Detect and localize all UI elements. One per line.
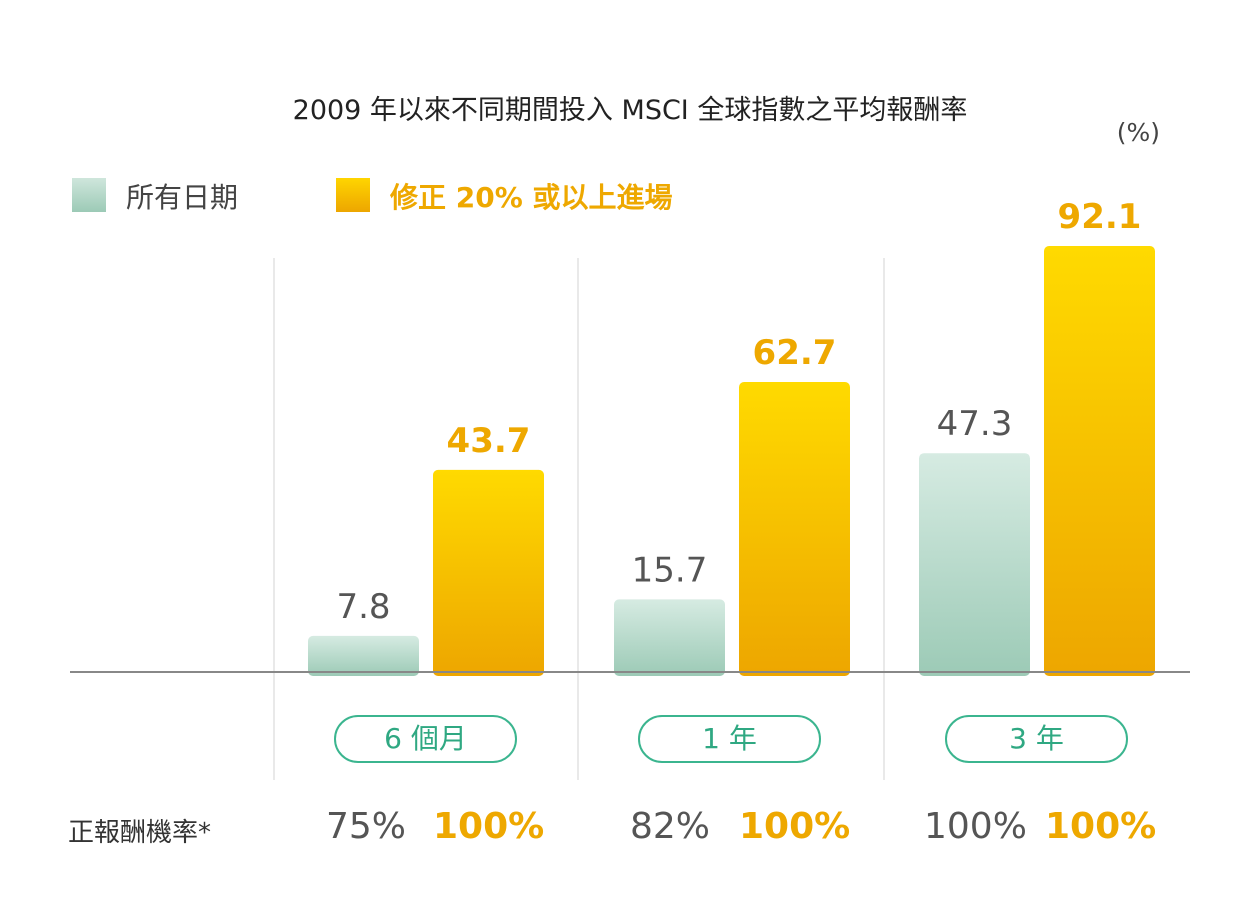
unit-label: (%) [1116,118,1160,147]
data-label-correction-3-years: 92.1 [1058,197,1142,237]
positive-rate-label: 正報酬機率* [68,818,212,848]
bar-all-dates-1-year [614,599,725,676]
chart-title: 2009 年以來不同期間投入 MSCI 全球指數之平均報酬率 [292,95,968,126]
bar-all-dates-3-years [919,453,1030,676]
positive-rate-all-dates-1-year: 82% [630,806,711,847]
data-label-all-dates-3-years: 47.3 [937,404,1013,444]
data-label-all-dates-6-months: 7.8 [336,587,390,627]
legend-label-all-dates: 所有日期 [126,181,239,214]
positive-rate-all-dates-3-years: 100% [924,806,1027,847]
positive-rate-correction-6-months: 100% [433,806,545,847]
legend-label-correction: 修正 20% 或以上進場 [390,181,673,214]
legend-swatch-all-dates [72,178,106,212]
data-label-all-dates-1-year: 15.7 [632,550,708,590]
positive-rate-all-dates-6-months: 75% [326,806,407,847]
category-label-1-year: 1 年 [638,715,821,763]
bar-all-dates-6-months [308,635,419,676]
bar-correction-1-year [739,381,850,676]
legend-swatch-correction [336,178,370,212]
bar-correction-6-months [433,469,544,676]
positive-rate-correction-1-year: 100% [739,806,851,847]
data-label-correction-6-months: 43.7 [447,421,531,461]
positive-rate-correction-3-years: 100% [1045,806,1157,847]
bar-correction-3-years [1044,246,1155,676]
category-label-3-years: 3 年 [945,715,1128,763]
category-label-6-months: 6 個月 [334,715,517,763]
data-label-correction-1-year: 62.7 [753,333,837,373]
